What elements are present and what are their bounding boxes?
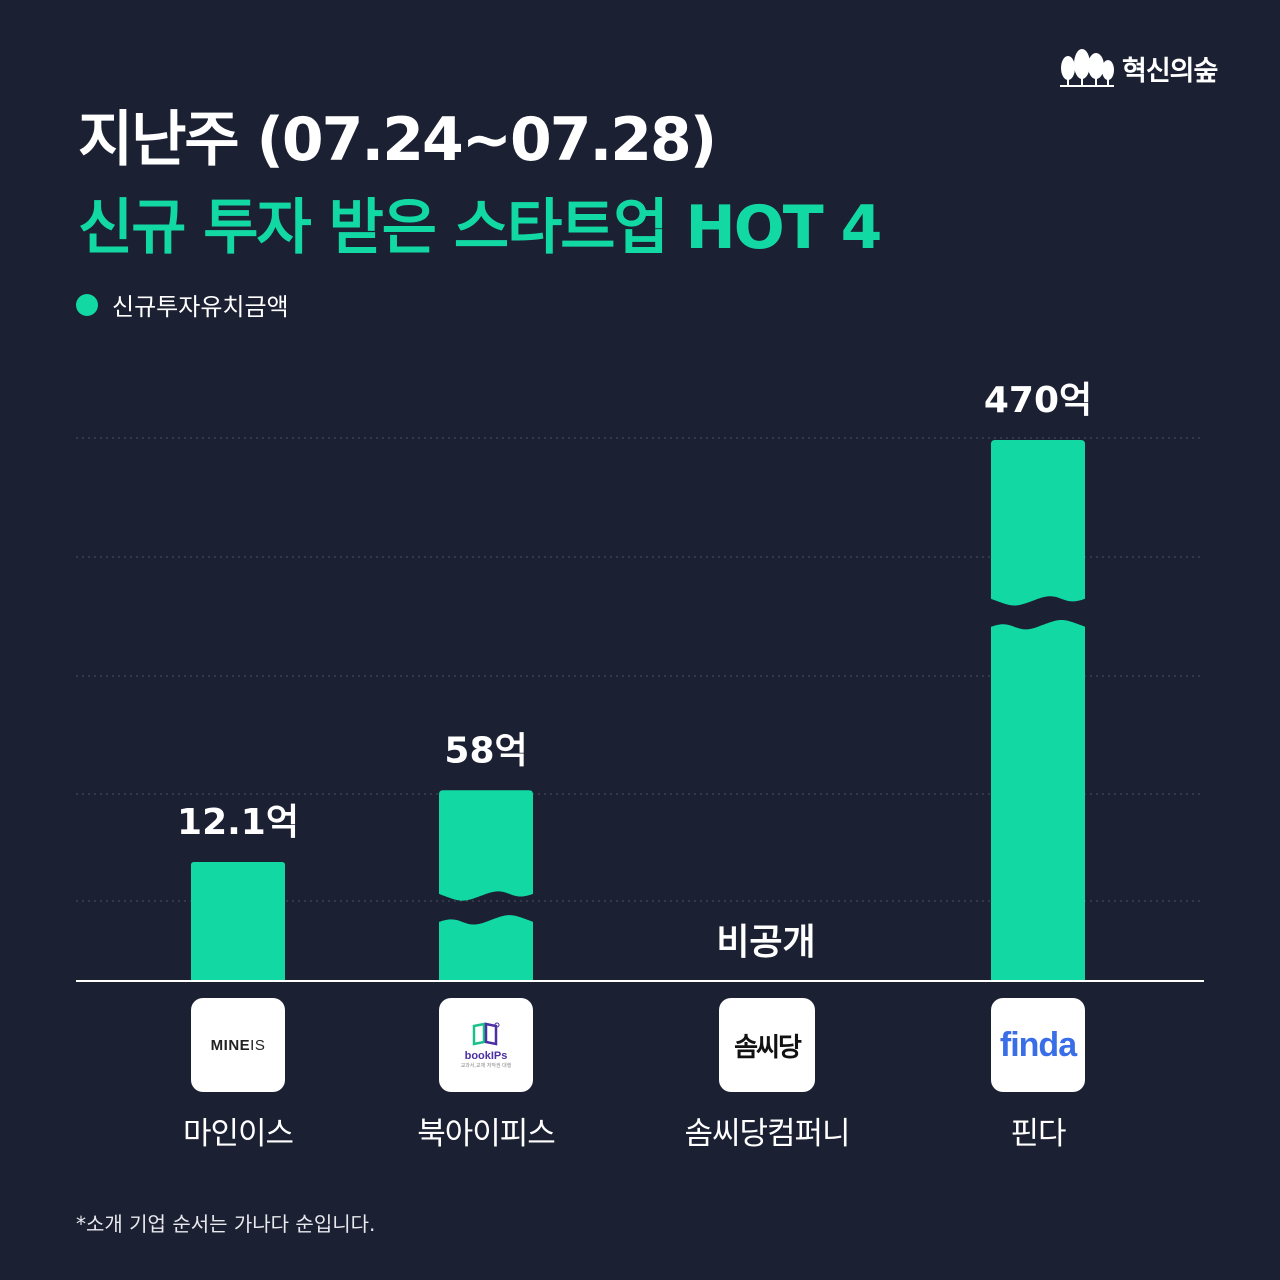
title-line-1: 지난주 (07.24~07.28): [78, 105, 717, 175]
category-label: 마인이스: [182, 1116, 294, 1152]
forest-trees-icon: [1060, 49, 1114, 87]
data-label: 12.1억: [177, 802, 299, 843]
bookips-logo: bookIPs 교과서,교재 저작권 대행: [460, 1021, 512, 1069]
logo-card-somssi: 솜씨당: [719, 998, 815, 1092]
category-label: 핀다: [1010, 1116, 1066, 1152]
bar-lower: [991, 620, 1085, 980]
open-book-icon: [472, 1021, 500, 1046]
brand-name: 혁신의숲: [1122, 55, 1218, 87]
data-label: 58억: [444, 730, 527, 771]
brand-logo: 혁신의숲: [1058, 48, 1218, 88]
legend-dot: [76, 293, 98, 316]
bar: [191, 862, 285, 980]
finda-logo: finda: [999, 1025, 1077, 1064]
bar-lower: [439, 915, 533, 980]
category-label: 북아이피스: [417, 1116, 556, 1152]
bookips-tagline: 교과서,교재 저작권 대행: [460, 1062, 512, 1069]
data-label: 470억: [984, 380, 1092, 421]
legend-label: 신규투자유치금액: [112, 293, 289, 321]
logo-card-finda: finda: [991, 998, 1085, 1092]
title-line-2: 신규 투자 받은 스타트업 HOT 4: [78, 193, 882, 263]
bar-upper: [991, 440, 1085, 606]
footnote: *소개 기업 순서는 가나다 순입니다.: [76, 1212, 376, 1236]
page-title: 지난주 (07.24~07.28) 신규 투자 받은 스타트업 HOT 4: [78, 96, 882, 272]
chart-legend: 신규투자유치금액: [76, 287, 289, 322]
category-label: 솜씨당컴퍼니: [684, 1116, 850, 1152]
logo-card-bookips: bookIPs 교과서,교재 저작권 대행: [439, 998, 533, 1092]
bar-upper: [439, 790, 533, 901]
logo-card-mineis: MINEIS: [191, 998, 285, 1092]
mineis-logo: MINEIS: [210, 1036, 266, 1054]
bookips-name: bookIPs: [464, 1049, 508, 1062]
data-label: 비공개: [716, 922, 815, 963]
somssi-logo: 솜씨당: [734, 1032, 802, 1063]
